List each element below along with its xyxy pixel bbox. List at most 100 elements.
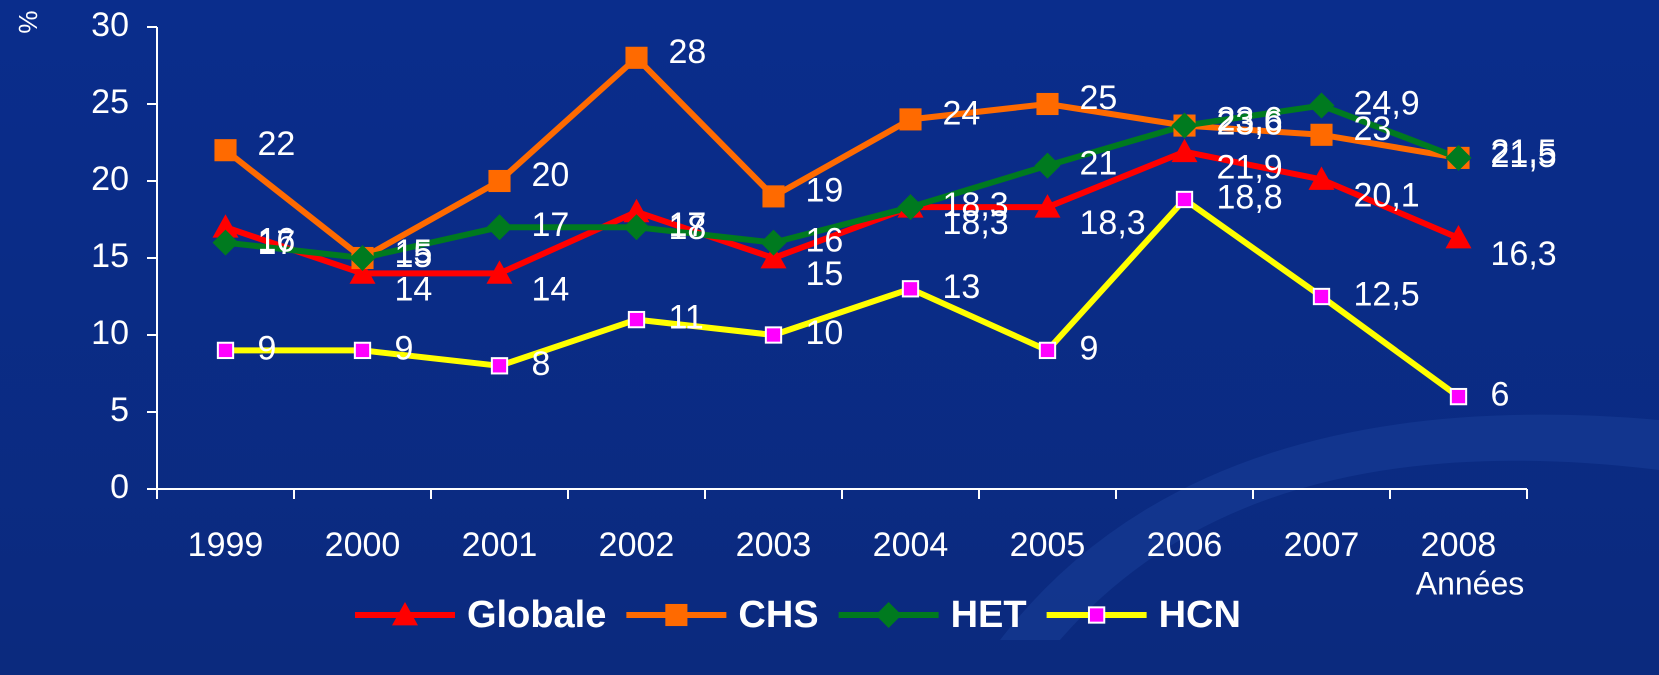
point-marker	[490, 357, 509, 375]
y-tick-label: 15	[91, 237, 129, 275]
data-label: 28	[669, 33, 707, 71]
point-marker	[1310, 123, 1333, 146]
point-marker	[1038, 341, 1057, 360]
data-label: 14	[532, 270, 570, 308]
point-marker	[764, 326, 783, 344]
data-label: 21,5	[1491, 137, 1557, 175]
point-marker	[901, 280, 920, 298]
point-marker	[214, 139, 237, 162]
data-label: 20	[532, 156, 570, 194]
x-tick-label: 2007	[1284, 526, 1360, 564]
point-marker	[349, 245, 376, 271]
data-label: 24	[943, 94, 981, 132]
point-marker	[897, 194, 924, 221]
x-axis-label: Années	[1416, 565, 1525, 601]
data-label: 23,6	[1217, 105, 1283, 143]
data-label: 12,5	[1354, 275, 1420, 313]
point-marker	[349, 260, 376, 284]
data-label: 15	[395, 237, 433, 275]
point-marker	[216, 341, 235, 360]
data-label: 16,3	[1491, 235, 1557, 273]
legend-marker	[665, 603, 688, 627]
data-label: 20,1	[1354, 176, 1420, 214]
y-tick-label: 10	[91, 314, 129, 352]
data-label: 16	[258, 222, 296, 260]
y-tick-label: 30	[91, 6, 129, 44]
point-marker	[1308, 166, 1335, 190]
x-tick-label: 2006	[1147, 526, 1223, 564]
x-tick-label: 2000	[325, 526, 401, 564]
point-marker	[623, 198, 650, 223]
y-tick-label: 5	[110, 391, 129, 429]
data-label: 21,9	[1217, 149, 1283, 187]
point-marker	[627, 310, 646, 329]
point-marker	[486, 214, 513, 241]
data-label: 21	[1080, 145, 1118, 183]
data-label: 18,3	[943, 204, 1009, 242]
x-tick-label: 2001	[462, 526, 538, 564]
data-label: 18,3	[1080, 204, 1146, 242]
point-marker	[1445, 144, 1472, 171]
data-label: 9	[1080, 329, 1099, 367]
x-tick-label: 2002	[599, 526, 675, 564]
legend-label: CHS	[738, 594, 818, 636]
x-tick-label: 2003	[736, 526, 812, 564]
data-label: 11	[669, 299, 704, 337]
data-label: 8	[532, 345, 551, 383]
data-label: 23,6	[1217, 101, 1283, 139]
point-marker	[1449, 387, 1468, 406]
series-line	[223, 54, 1459, 261]
data-label: 17	[258, 224, 296, 262]
series-line	[224, 148, 1460, 277]
point-marker	[1034, 194, 1061, 218]
data-label: 18,8	[1217, 178, 1283, 216]
data-label: 6	[1491, 376, 1510, 414]
data-label: 13	[943, 268, 981, 306]
legend-label: Globale	[467, 594, 606, 636]
point-marker	[1036, 92, 1059, 116]
data-label: 21,5	[1491, 133, 1557, 171]
legend-label: HCN	[1159, 594, 1241, 636]
x-tick-label: 2004	[873, 526, 949, 564]
data-label: 9	[258, 329, 277, 367]
data-label: 10	[806, 314, 844, 352]
point-marker	[212, 229, 239, 256]
point-marker	[760, 229, 787, 256]
point-marker	[1171, 112, 1198, 139]
data-label: 15	[806, 255, 844, 293]
data-label: 24,9	[1354, 85, 1420, 123]
x-tick-label: 2008	[1421, 526, 1497, 564]
data-label: 9	[395, 329, 414, 367]
point-marker	[212, 214, 239, 238]
data-label: 17	[669, 206, 707, 244]
legend-marker	[392, 602, 418, 626]
point-marker	[623, 214, 650, 241]
data-label: 18	[669, 209, 707, 247]
point-marker	[1034, 152, 1061, 179]
data-label: 23	[1354, 110, 1392, 148]
point-marker	[1308, 92, 1335, 119]
point-marker	[1175, 190, 1194, 209]
legend-marker	[875, 602, 902, 628]
legend-label: HET	[951, 594, 1027, 636]
data-label: 17	[532, 206, 570, 244]
data-label: 22	[258, 125, 296, 163]
point-marker	[760, 245, 787, 269]
data-label: 16	[806, 222, 844, 260]
data-label: 25	[1080, 79, 1118, 117]
point-marker	[486, 260, 513, 284]
point-marker	[1445, 224, 1472, 249]
data-label: 14	[395, 270, 433, 308]
point-marker	[899, 108, 922, 131]
data-label: 19	[806, 171, 844, 209]
data-label: 15	[395, 233, 433, 271]
x-tick-label: 1999	[188, 526, 264, 564]
point-marker	[488, 169, 511, 193]
point-marker	[1171, 138, 1198, 163]
y-tick-label: 20	[91, 160, 129, 198]
point-marker	[625, 46, 648, 69]
data-label: 18,3	[943, 186, 1009, 224]
series-line	[225, 102, 1460, 261]
y-tick-label: 0	[110, 468, 129, 506]
